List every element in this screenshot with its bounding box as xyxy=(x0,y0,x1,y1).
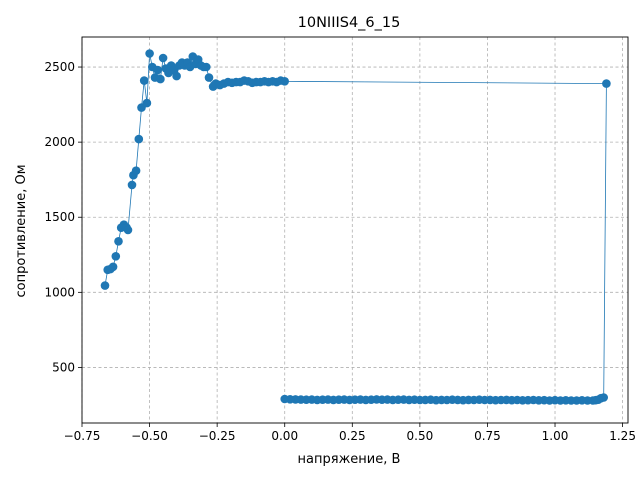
y-tick-label: 1500 xyxy=(44,210,75,224)
data-point xyxy=(142,98,152,108)
data-point xyxy=(100,281,110,290)
y-tick-label: 500 xyxy=(52,360,75,374)
data-point xyxy=(158,53,168,63)
data-point xyxy=(280,77,290,86)
x-axis: −0.75 −0.50 −0.25 0.00 0.25 0.50 0.75 1.00 1.25 xyxy=(64,423,636,443)
plot-frame xyxy=(81,36,629,424)
chart-title: 10NIIIS4_6_15 xyxy=(298,15,401,31)
x-tick-label: 0.00 xyxy=(271,429,298,443)
y-axis-label: сопротивление, Ом xyxy=(14,164,29,297)
x-tick-label: 0.75 xyxy=(474,429,501,443)
y-tick-label: 1000 xyxy=(44,285,75,299)
data-point xyxy=(131,166,141,175)
data-point xyxy=(134,134,144,144)
data-series xyxy=(100,49,611,405)
y-tick-label: 2500 xyxy=(44,60,75,74)
x-tick-label: 1.00 xyxy=(542,429,569,443)
x-tick-label: −0.75 xyxy=(64,429,101,443)
data-point xyxy=(156,74,165,84)
data-point xyxy=(202,62,211,72)
y-axis: 500 1000 1500 2000 2500 xyxy=(44,60,82,374)
data-point xyxy=(127,180,137,190)
data-point xyxy=(145,49,154,58)
data-point xyxy=(153,65,162,75)
data-point xyxy=(114,237,123,246)
data-point xyxy=(172,71,181,81)
x-tick-label: 1.25 xyxy=(609,429,636,443)
data-point xyxy=(111,251,121,261)
x-axis-label: напряжение, В xyxy=(298,452,401,467)
data-point xyxy=(108,262,118,272)
data-point xyxy=(123,225,133,235)
data-point xyxy=(139,76,149,85)
x-tick-label: −0.25 xyxy=(199,429,236,443)
data-point xyxy=(204,73,214,82)
y-tick-label: 2000 xyxy=(44,135,75,149)
data-point xyxy=(602,79,611,88)
grid xyxy=(81,37,628,423)
data-point xyxy=(280,394,290,404)
x-tick-label: 0.25 xyxy=(339,429,366,443)
x-tick-label: −0.50 xyxy=(131,429,168,443)
x-tick-label: 0.50 xyxy=(407,429,434,443)
